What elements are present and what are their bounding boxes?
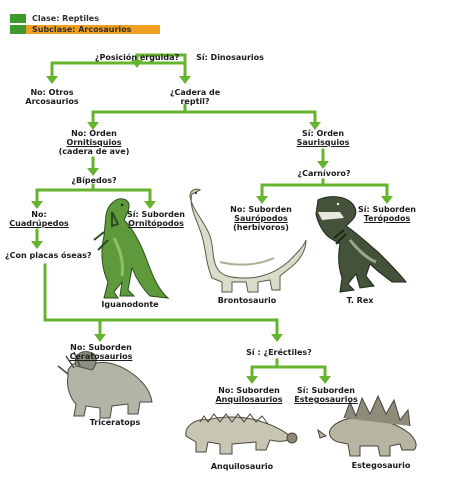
question-erectiles: Sí : ¿Eréctiles? (245, 348, 313, 357)
line-1: No: (31, 210, 47, 219)
line-1: Sí: Suborden (127, 210, 185, 219)
label-cuadrupedos: No: Cuadrúpedos (8, 210, 70, 228)
connector-posicion (50, 53, 187, 80)
line-1: ¿Cadera de (169, 88, 221, 97)
caption-anquilosaurio: Anquilosaurio (210, 462, 274, 471)
label-ornitisquios: No: Orden Ornitisquios (cadera de ave) (58, 129, 130, 156)
line-1: Sí: Suborden (358, 205, 416, 214)
arrowhead (46, 76, 58, 84)
line-1: No: Orden (71, 129, 117, 138)
arrowhead (179, 76, 191, 84)
line-2: Arcosaurios (25, 97, 79, 106)
question-carnivoro: ¿Carnívoro? (292, 169, 356, 178)
header-subclase-label: Subclase: Arcosaurios (32, 25, 132, 34)
question-cadera: ¿Cadera de reptil? (160, 88, 230, 106)
question-bipedos-text: ¿Bípedos? (71, 176, 117, 185)
line-1: No: Otros (30, 88, 74, 97)
line-2: Cuadrúpedos (9, 219, 69, 228)
triceratops-illustration (57, 351, 153, 419)
line-1: Sí: Suborden (297, 386, 355, 395)
line-2: Terópodos (363, 214, 411, 223)
label-sauropodos: No: Suborden Saurópodos (herbívoros) (226, 205, 296, 232)
arrowhead (31, 241, 43, 249)
question-erectiles-text: Sí : ¿Eréctiles? (246, 348, 312, 357)
label-estegosaurios: Sí: Suborden Estegosaurios (290, 386, 362, 404)
line-2: Ornitisquios (66, 138, 122, 147)
question-placas: ¿Con placas óseas? (5, 251, 95, 260)
arrowhead (87, 122, 99, 130)
label-si-dinosaurios-text: Sí: Dinosaurios (196, 53, 264, 62)
arrowhead (319, 376, 331, 384)
question-placas-text: ¿Con placas óseas? (5, 251, 92, 260)
arrowhead (131, 60, 143, 68)
line-2: Saurópodos (234, 214, 288, 223)
label-ceratosaurios: No: Suborden Ceratosaurios (66, 343, 136, 361)
label-otros-arcosaurios: No: Otros Arcosaurios (22, 88, 82, 106)
line-2: Ceratosaurios (69, 352, 133, 361)
brontosaurus-illustration (189, 188, 307, 293)
arrowhead (144, 201, 156, 209)
trex-illustration (315, 196, 408, 293)
arrowhead (317, 161, 329, 169)
caption-estegosaurio: Estegosaurio (351, 461, 411, 470)
caption-brontosaurio: Brontosaurio (217, 296, 277, 305)
line-1: No: Suborden (218, 386, 280, 395)
line-2: Estegosaurios (294, 395, 358, 404)
connector-carnivoro (260, 178, 389, 200)
line-1: No: Suborden (230, 205, 292, 214)
line-3: (herbívoros) (233, 223, 289, 232)
question-posicion: ¿Posición erguida? (93, 53, 181, 62)
label-anquilosaurios: No: Suborden Anquilosaurios (212, 386, 286, 404)
connector-bipedos (35, 183, 152, 205)
ankylosaurus-illustration (185, 413, 298, 455)
label-saurisquios: Sí: Orden Saurisquios (288, 129, 358, 147)
question-carnivoro-text: ¿Carnívoro? (297, 169, 351, 178)
label-teropodos: Sí: Suborden Terópodos (355, 205, 419, 223)
clase-swatch (10, 14, 26, 23)
line-2: Saurisquios (296, 138, 350, 147)
arrowhead (87, 168, 99, 176)
arrowhead (309, 122, 321, 130)
connector-erectiles (250, 358, 327, 380)
arrowhead (381, 196, 393, 204)
line-2: reptil? (180, 97, 210, 106)
iguanodon-illustration (93, 198, 170, 299)
question-posicion-text: ¿Posición erguida? (94, 53, 180, 62)
connector-cadera (91, 103, 317, 126)
arrowheads (31, 60, 393, 384)
header-clase-label: Clase: Reptiles (32, 14, 99, 23)
question-bipedos: ¿Bípedos? (66, 176, 122, 185)
caption-trex: T. Rex (346, 296, 374, 305)
caption-iguanodonte: Iguanodonte (101, 300, 159, 309)
line-3: (cadera de ave) (58, 147, 130, 156)
arrowhead (246, 376, 258, 384)
header-subclase: Subclase: Arcosaurios (10, 25, 160, 34)
line-1: No: Suborden (70, 343, 132, 352)
label-ornitopodos: Sí: Suborden Ornitópodos (125, 210, 187, 228)
header-clase: Clase: Reptiles (10, 14, 132, 23)
subclase-swatch (10, 25, 26, 34)
arrowhead (271, 334, 283, 342)
stegosaurus-illustration (317, 394, 417, 457)
arrowhead (94, 334, 106, 342)
arrowhead (31, 201, 43, 209)
arrowhead (256, 196, 268, 204)
label-si-dinosaurios: Sí: Dinosaurios (195, 53, 265, 62)
line-1: Sí: Orden (301, 129, 345, 138)
line-2: Anquilosaurios (215, 395, 283, 404)
connector-placas (43, 263, 279, 338)
caption-triceratops: Triceratops (89, 418, 141, 427)
line-2: Ornitópodos (128, 219, 184, 228)
